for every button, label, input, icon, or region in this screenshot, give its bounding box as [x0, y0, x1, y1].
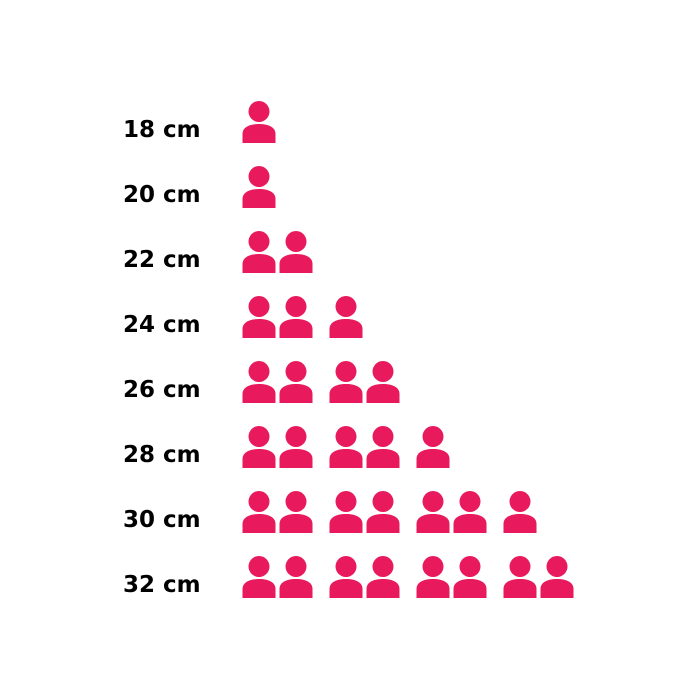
- icon-pair-group: [503, 491, 537, 533]
- person-icon: [242, 101, 276, 143]
- icon-row: [242, 361, 400, 403]
- person-icon: [329, 361, 363, 403]
- icon-pair-group: [242, 231, 313, 273]
- icon-pair-group: [242, 101, 276, 143]
- person-icon: [366, 426, 400, 468]
- person-icon: [503, 491, 537, 533]
- person-icon: [453, 491, 487, 533]
- icon-row: [242, 491, 537, 533]
- person-icon: [416, 491, 450, 533]
- icon-pair-group: [329, 556, 400, 598]
- category-label: 26 cm: [123, 376, 201, 403]
- category-label: 22 cm: [123, 246, 201, 273]
- icon-row: [242, 296, 363, 338]
- icon-row: [242, 556, 574, 598]
- person-icon: [416, 426, 450, 468]
- chart-row: 28 cm: [123, 422, 574, 487]
- person-icon: [279, 361, 313, 403]
- icon-pair-group: [329, 361, 400, 403]
- person-icon: [242, 491, 276, 533]
- category-label: 24 cm: [123, 311, 201, 338]
- chart-row: 24 cm: [123, 292, 574, 357]
- person-icon: [279, 426, 313, 468]
- category-label: 28 cm: [123, 441, 201, 468]
- icon-pair-group: [416, 556, 487, 598]
- person-icon: [242, 426, 276, 468]
- person-icon: [279, 556, 313, 598]
- chart-row: 30 cm: [123, 487, 574, 552]
- person-icon: [540, 556, 574, 598]
- person-icon: [503, 556, 537, 598]
- chart-row: 22 cm: [123, 227, 574, 292]
- icon-row: [242, 231, 313, 273]
- pictograph-chart: 18 cm 20 cm 22 cm 24 cm 26 cm 28 cm 30 cm 32 cm: [123, 97, 574, 617]
- icon-pair-group: [329, 491, 400, 533]
- person-icon: [366, 556, 400, 598]
- person-icon: [242, 556, 276, 598]
- person-icon: [279, 296, 313, 338]
- icon-pair-group: [416, 491, 487, 533]
- chart-row: 20 cm: [123, 162, 574, 227]
- icon-pair-group: [242, 166, 276, 208]
- icon-pair-group: [242, 296, 313, 338]
- chart-row: 18 cm: [123, 97, 574, 162]
- person-icon: [329, 296, 363, 338]
- icon-pair-group: [329, 296, 363, 338]
- person-icon: [366, 361, 400, 403]
- person-icon: [242, 296, 276, 338]
- icon-pair-group: [242, 556, 313, 598]
- icon-row: [242, 426, 450, 468]
- icon-row: [242, 101, 276, 143]
- person-icon: [416, 556, 450, 598]
- category-label: 32 cm: [123, 571, 201, 598]
- person-icon: [242, 361, 276, 403]
- person-icon: [329, 426, 363, 468]
- person-icon: [329, 491, 363, 533]
- person-icon: [366, 491, 400, 533]
- category-label: 18 cm: [123, 116, 201, 143]
- icon-pair-group: [242, 361, 313, 403]
- category-label: 30 cm: [123, 506, 201, 533]
- icon-pair-group: [503, 556, 574, 598]
- chart-row: 26 cm: [123, 357, 574, 422]
- icon-pair-group: [329, 426, 400, 468]
- person-icon: [279, 491, 313, 533]
- person-icon: [329, 556, 363, 598]
- icon-pair-group: [242, 491, 313, 533]
- person-icon: [242, 231, 276, 273]
- icon-pair-group: [416, 426, 450, 468]
- icon-pair-group: [242, 426, 313, 468]
- icon-row: [242, 166, 276, 208]
- chart-row: 32 cm: [123, 552, 574, 617]
- person-icon: [242, 166, 276, 208]
- category-label: 20 cm: [123, 181, 201, 208]
- person-icon: [453, 556, 487, 598]
- person-icon: [279, 231, 313, 273]
